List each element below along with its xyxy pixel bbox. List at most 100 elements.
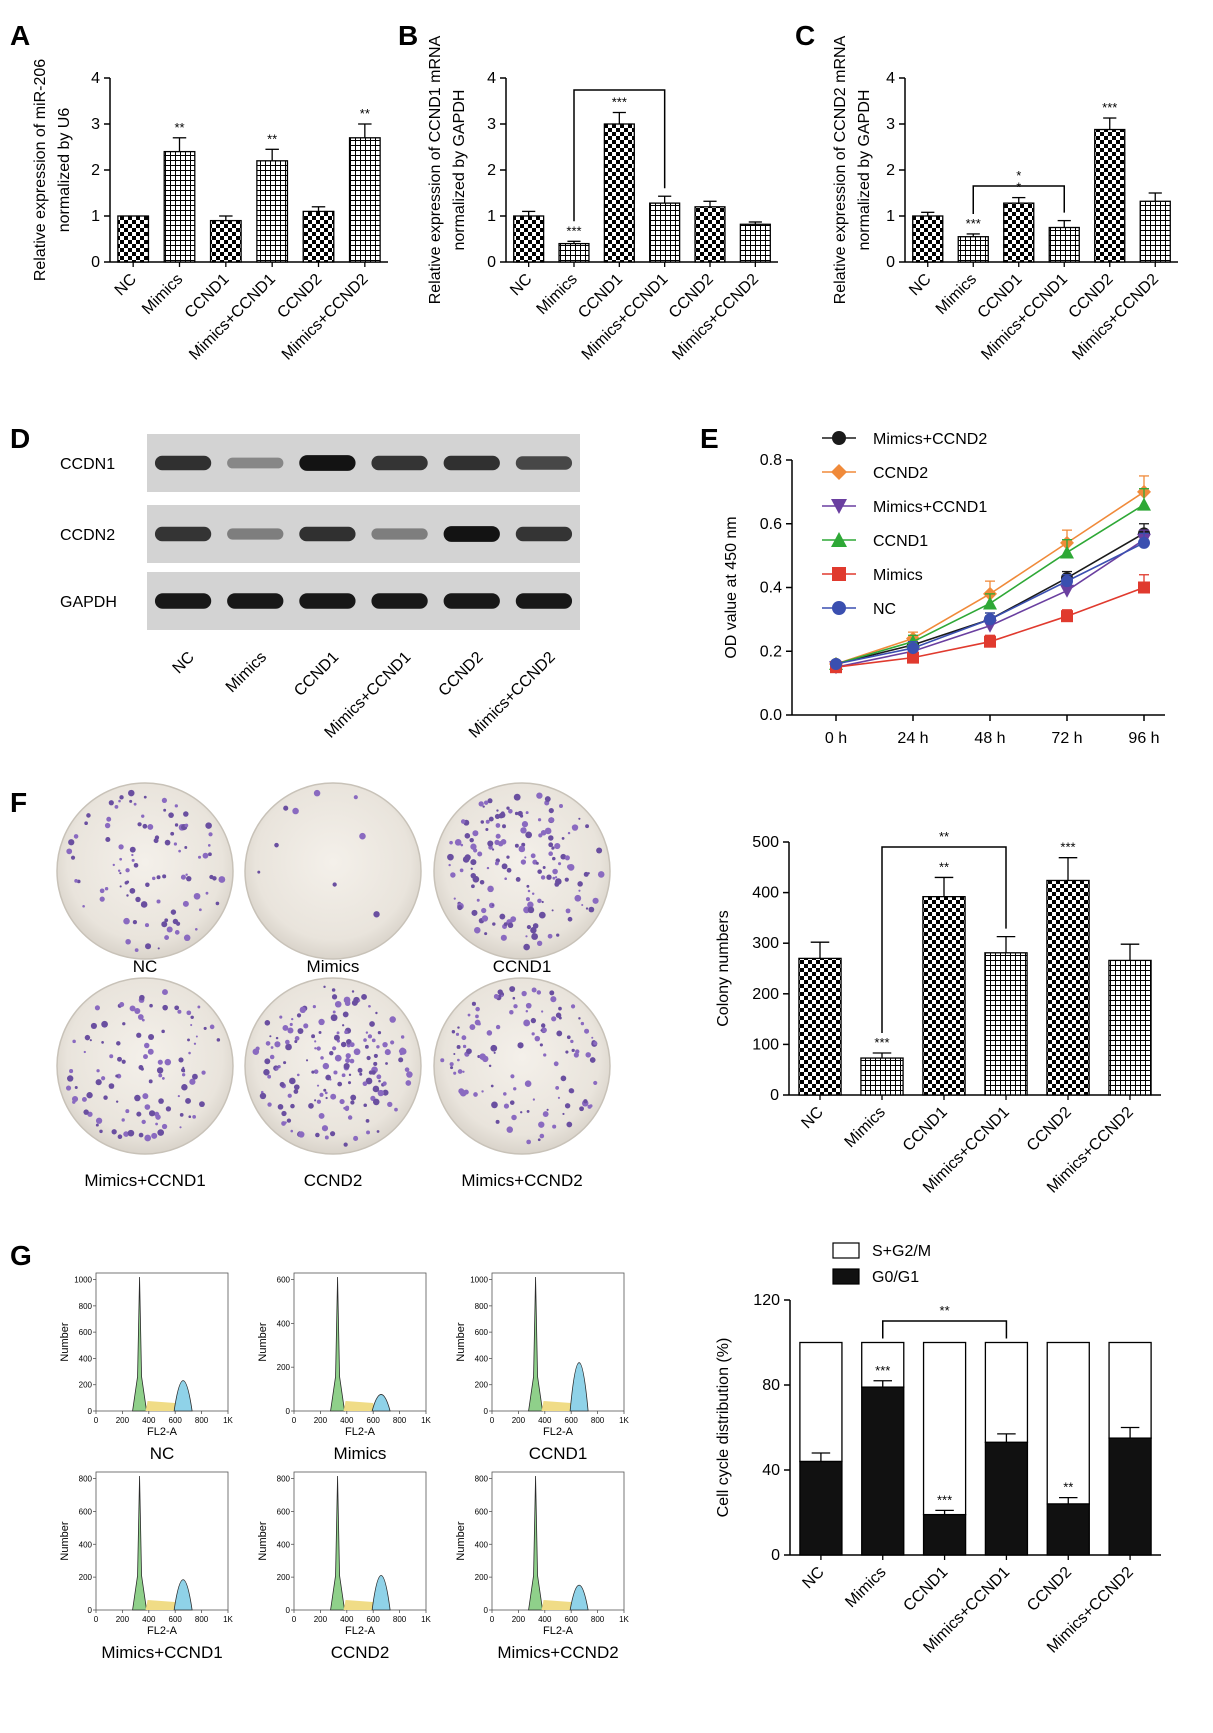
colony	[541, 900, 544, 904]
panel-letter-d: D	[10, 423, 30, 454]
colony	[99, 896, 105, 902]
colony	[143, 1054, 148, 1060]
y-tick-label: 400	[475, 1354, 489, 1363]
colony	[484, 932, 488, 936]
colony	[148, 1110, 156, 1117]
colony	[313, 789, 321, 797]
colony	[546, 874, 552, 880]
colony	[181, 1084, 188, 1091]
bar	[117, 215, 150, 263]
colony	[451, 1030, 456, 1034]
colony	[284, 1121, 287, 1124]
colony	[349, 1042, 355, 1048]
x-tick-label: 400	[340, 1416, 354, 1425]
histogram: 0 200 400 600 800 1000 0 200 400 600 800 1K FL2-A Num…	[455, 1272, 630, 1438]
colony	[596, 847, 603, 854]
chart-b: 01234NC***Mimics***CCND1Mimics+CCND1CCND…	[427, 35, 778, 364]
colony	[350, 1100, 355, 1105]
colony	[154, 835, 160, 840]
y-tick-label: 200	[79, 1381, 93, 1390]
colony	[115, 1074, 119, 1078]
comparison-bracket	[882, 1320, 1008, 1339]
y-tick-label: 800	[475, 1475, 489, 1484]
colony	[345, 1057, 351, 1064]
colony	[283, 805, 289, 811]
colony	[554, 842, 561, 850]
colony	[330, 1014, 338, 1022]
colony	[318, 1030, 322, 1034]
colony	[531, 892, 535, 895]
y-tick-label: 0	[286, 1407, 291, 1416]
colony	[371, 1070, 376, 1075]
colony	[195, 1035, 198, 1038]
colony	[341, 1073, 346, 1078]
bar	[513, 215, 545, 263]
colony	[190, 1015, 194, 1020]
colony	[141, 1018, 145, 1022]
colony	[264, 1058, 271, 1065]
colony	[387, 1101, 393, 1108]
y-tick-label: 40	[762, 1462, 780, 1479]
colony	[81, 1096, 87, 1102]
colony	[542, 866, 546, 869]
significance-label: **	[1063, 1480, 1073, 1495]
colony	[583, 1099, 588, 1104]
colony	[394, 1107, 398, 1112]
colony	[458, 1088, 465, 1095]
flow-histograms: 0 200 400 600 800 1000 0 200 400 600 800 1K FL2-A Num…	[59, 1272, 630, 1662]
colony	[509, 1009, 514, 1015]
colony	[342, 1024, 345, 1027]
colony	[208, 852, 212, 857]
colony	[570, 1039, 574, 1044]
data-point	[831, 532, 847, 547]
blot-band	[443, 455, 500, 471]
x-tick-label: 600	[367, 1615, 381, 1624]
colony	[164, 839, 171, 846]
significance-label: ***	[874, 1035, 889, 1050]
colony	[162, 1004, 168, 1011]
colony	[503, 922, 508, 927]
blot-strip	[147, 505, 580, 563]
colony	[109, 1054, 114, 1059]
colony	[473, 1092, 478, 1097]
histogram-label: CCND1	[529, 1444, 588, 1463]
colony	[209, 1024, 215, 1030]
colony	[551, 1016, 557, 1022]
x-tick-label: 800	[591, 1416, 605, 1425]
colony	[506, 855, 510, 859]
colony	[579, 1106, 584, 1112]
colony	[274, 842, 279, 848]
colony	[372, 1085, 380, 1093]
colony	[299, 1006, 306, 1014]
colony	[494, 839, 500, 845]
colony	[546, 1108, 549, 1111]
colony	[372, 1098, 380, 1106]
colony	[95, 1123, 99, 1127]
colony	[339, 1098, 345, 1105]
x-tick-label: NC	[799, 1564, 827, 1592]
colony	[148, 1033, 155, 1040]
x-tick-label: 800	[393, 1416, 407, 1425]
data-point	[1061, 610, 1073, 623]
colony	[119, 872, 122, 875]
colony-plates: NC Mimics CCND1 Mimics+CCND1 CCND2 Mimics+CCN…	[56, 782, 611, 1190]
colony	[72, 1100, 76, 1104]
colony	[469, 1024, 476, 1030]
colony	[536, 990, 542, 995]
colony	[450, 872, 456, 878]
colony	[473, 848, 478, 853]
y-tick-label: 80	[762, 1377, 780, 1394]
data-point	[1138, 536, 1150, 549]
blot-strip	[147, 434, 580, 492]
s-phase-area	[541, 1600, 574, 1610]
colony	[469, 837, 474, 843]
colony	[193, 1042, 197, 1045]
colony	[364, 1044, 369, 1049]
x-tick-label: Mimics+CCND2	[1069, 271, 1162, 364]
colony	[537, 898, 542, 904]
colony	[86, 813, 91, 818]
colony	[475, 1014, 479, 1019]
colony	[289, 1077, 296, 1085]
x-tick-label: Mimics	[842, 1564, 889, 1611]
colony	[129, 887, 136, 894]
